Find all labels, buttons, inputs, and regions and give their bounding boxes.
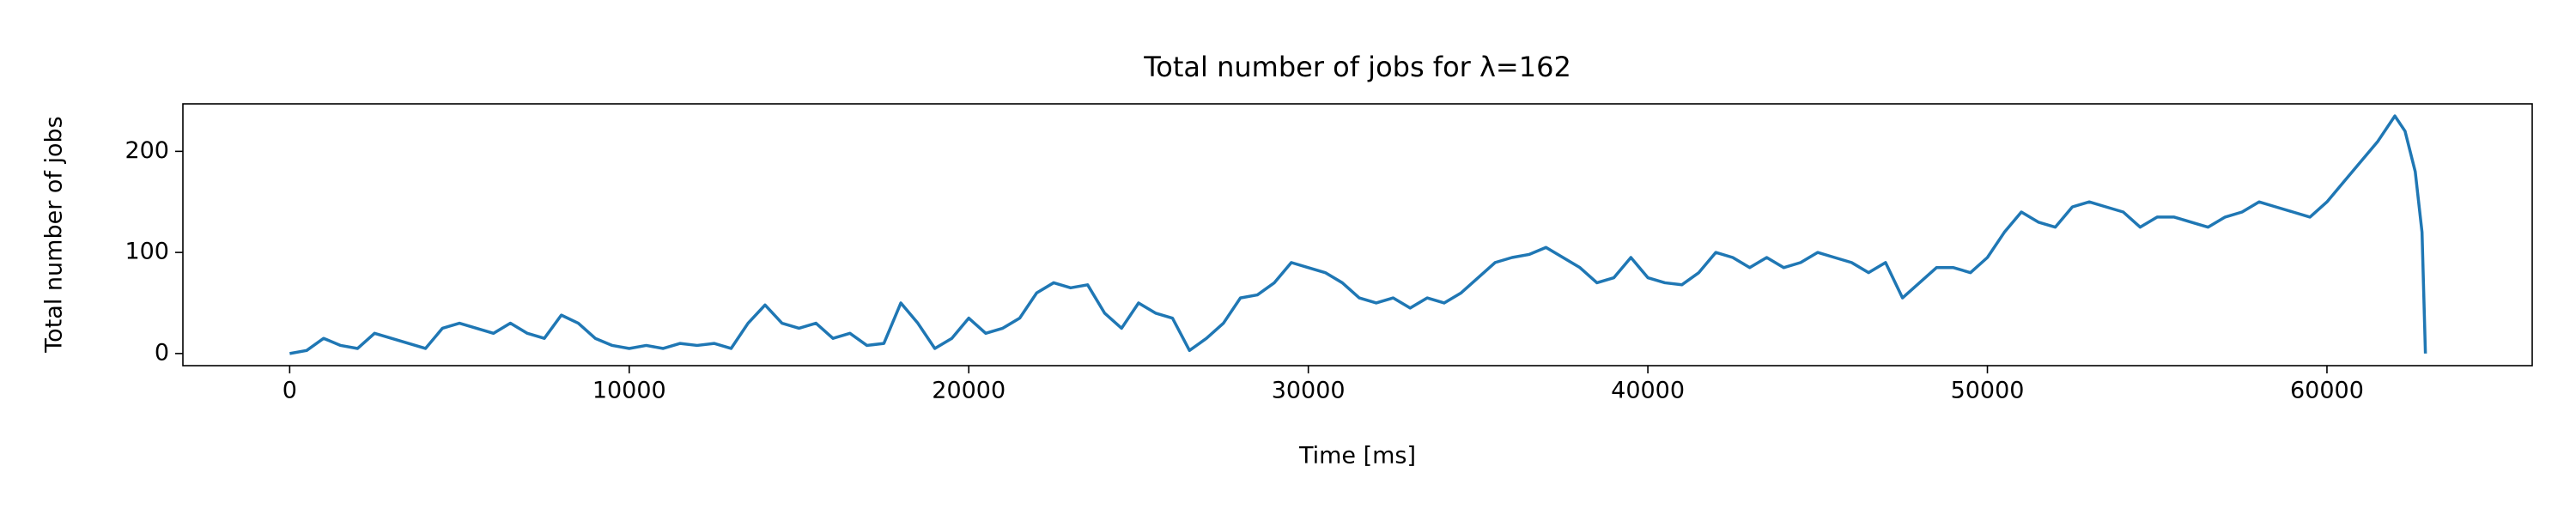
y-tick-label: 0	[155, 339, 169, 366]
y-tick-label: 100	[125, 239, 169, 265]
y-tick-label: 200	[125, 137, 169, 164]
x-tick-label: 60000	[2290, 378, 2364, 404]
y-axis-label: Total number of jobs	[41, 116, 68, 353]
x-tick-label: 30000	[1272, 378, 1346, 404]
data-line	[289, 114, 2427, 355]
x-tick-label: 0	[283, 378, 297, 404]
x-tick-label: 40000	[1611, 378, 1685, 404]
chart-title: Total number of jobs for λ=162	[1143, 51, 1571, 83]
x-axis-label: Time [ms]	[1298, 443, 1416, 470]
x-tick-label: 50000	[1951, 378, 2025, 404]
x-tick-label: 10000	[592, 378, 666, 404]
x-tick-label: 20000	[932, 378, 1005, 404]
plot-frame	[182, 103, 2533, 367]
